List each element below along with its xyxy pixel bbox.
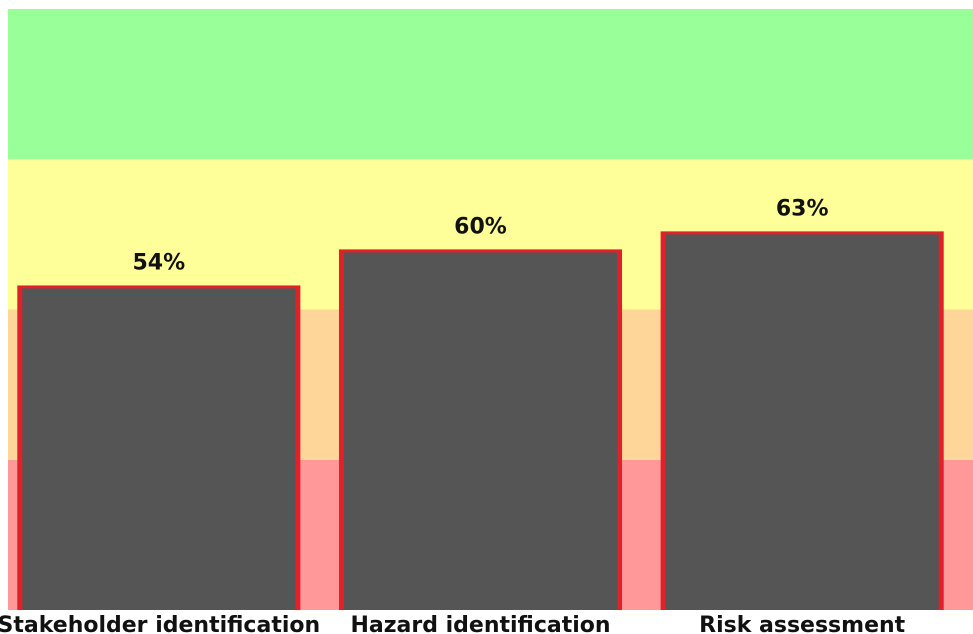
value-labels: 54% 60% 63% [132,196,828,275]
category-labels: Stakeholder identification Hazard identif… [0,613,906,634]
category-label: Stakeholder identification [0,613,320,634]
background-band-3 [8,9,973,160]
category-label: Risk assessment [699,613,906,634]
value-label: 63% [776,196,829,221]
bars [17,231,944,610]
value-label: 60% [454,214,507,239]
bar [665,234,939,610]
bar [22,288,296,610]
value-label: 54% [132,250,185,275]
bar [343,252,618,610]
category-label: Hazard identification [350,613,610,634]
